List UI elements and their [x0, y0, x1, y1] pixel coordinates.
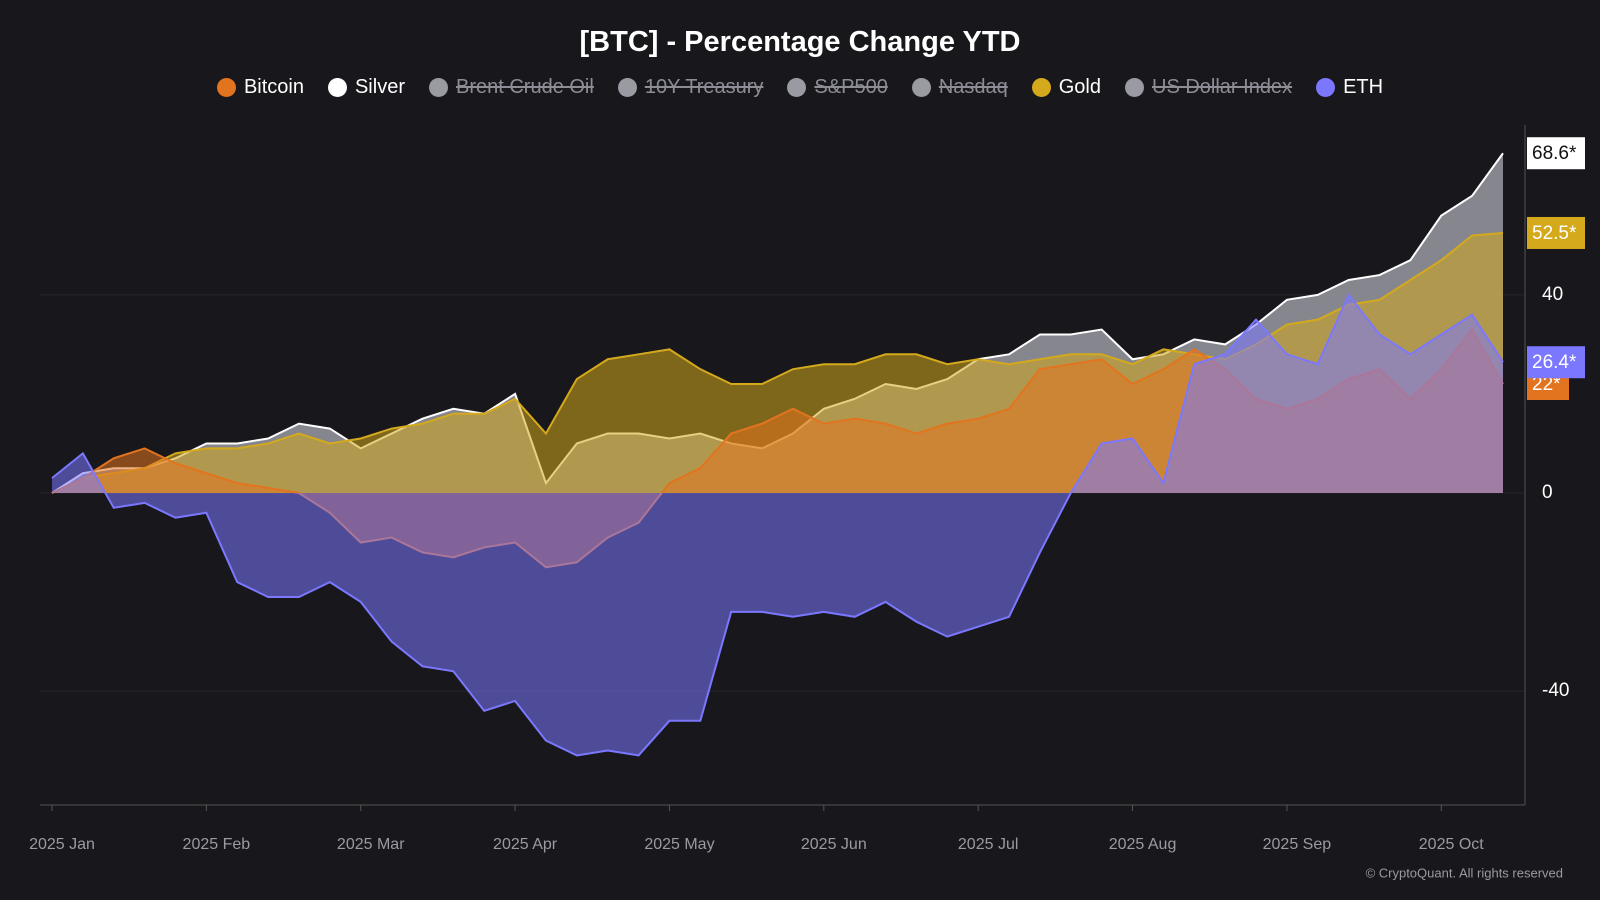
end-label-text: 52.5* — [1532, 223, 1577, 244]
legend-label: ETH — [1343, 76, 1384, 98]
legend-swatch — [1031, 78, 1051, 97]
area — [52, 294, 1503, 756]
legend-item[interactable]: Brent Crude Oil — [428, 76, 594, 99]
end-label-box — [1527, 216, 1585, 249]
y-tick-label: 0 — [1542, 482, 1553, 503]
legend-item[interactable]: Nasdaq — [911, 76, 1008, 99]
legend-label: Nasdaq — [938, 76, 1008, 98]
legend-item[interactable]: S&P500 — [787, 76, 888, 99]
legend-item[interactable]: Bitcoin — [216, 76, 304, 99]
end-label-text: 22* — [1532, 374, 1561, 395]
footer: © CryptoQuant. All rights reserved — [1366, 865, 1563, 880]
legend-label: 10Y Treasury — [644, 76, 764, 98]
legend-item[interactable]: US Dollar Index — [1125, 76, 1292, 99]
legend-swatch — [911, 78, 931, 97]
end-label: 26.4* — [1527, 346, 1585, 379]
legend-label: Bitcoin — [243, 76, 304, 98]
end-label-box — [1527, 346, 1585, 379]
x-tick-label: 2025 Mar — [337, 836, 405, 853]
x-tick-label: 2025 Jun — [801, 836, 867, 853]
legend-item[interactable]: Silver — [327, 76, 405, 99]
legend-swatch — [787, 78, 807, 97]
legend-item[interactable]: 10Y Treasury — [617, 76, 764, 99]
legend-swatch — [216, 78, 236, 97]
legend-swatch — [1125, 78, 1144, 97]
legend-item[interactable]: Gold — [1031, 76, 1101, 99]
x-tick-label: 2025 Oct — [1419, 836, 1484, 853]
legend-label: Brent Crude Oil — [455, 76, 594, 98]
legend-swatch — [428, 78, 448, 97]
legend-swatch — [617, 78, 637, 97]
x-tick-label: 2025 Jul — [958, 836, 1019, 853]
end-label-text: 26.4* — [1532, 352, 1577, 373]
x-tick-label: 2025 Apr — [493, 836, 558, 853]
x-tick-label: 2025 Jan — [29, 836, 95, 853]
legend-swatch — [327, 78, 347, 97]
legend-label: Silver — [354, 76, 405, 98]
x-tick-label: 2025 Aug — [1109, 836, 1177, 853]
end-label-box — [1527, 137, 1585, 170]
end-label-text: 68.6* — [1532, 143, 1577, 164]
chart-title: [BTC] - Percentage Change YTD — [579, 26, 1021, 58]
end-label: 68.6* — [1527, 137, 1585, 170]
legend-label: US Dollar Index — [1152, 76, 1293, 98]
legend-label: Gold — [1058, 76, 1101, 98]
x-tick-label: 2025 May — [644, 836, 714, 853]
y-tick-label: 40 — [1542, 284, 1563, 305]
legend: Bitcoin Silver Brent Crude Oil 10Y Treasury… — [0, 76, 1600, 99]
end-label: 52.5* — [1527, 216, 1585, 249]
legend-label: S&P500 — [814, 76, 888, 98]
line — [51, 292, 1504, 757]
legend-swatch — [1316, 78, 1336, 97]
x-tick-label: 2025 Feb — [183, 836, 251, 853]
legend-item[interactable]: ETH — [1316, 76, 1383, 99]
y-tick-label: -40 — [1542, 680, 1569, 701]
x-tick-label: 2025 Sep — [1263, 836, 1332, 853]
